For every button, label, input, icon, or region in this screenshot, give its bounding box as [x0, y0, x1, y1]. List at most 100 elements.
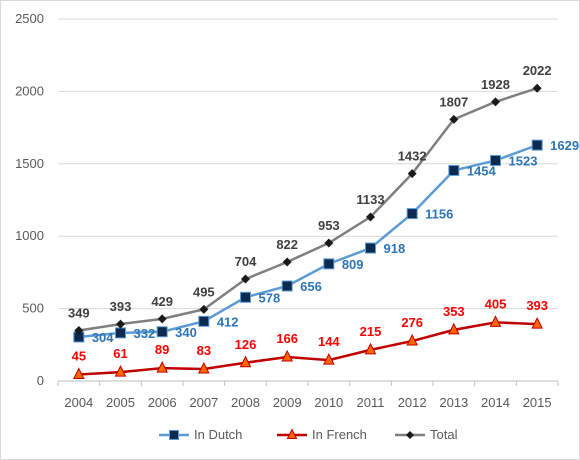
x-tick-label-2010: 2010 [314, 395, 343, 410]
data-label-in-french-2009: 166 [276, 331, 298, 346]
data-point-total-2013 [449, 114, 459, 124]
data-label-in-dutch-2006: 340 [175, 325, 197, 340]
data-point-in-french-2015 [531, 316, 543, 329]
data-point-in-french-2006 [156, 360, 168, 373]
y-tick-label-2000: 2000 [15, 83, 44, 98]
series-line-in-french [78, 321, 538, 376]
data-label-in-dutch-2013: 1454 [467, 163, 497, 178]
legend: In Dutch In French Total [159, 427, 458, 442]
legend-label-in-dutch: In Dutch [194, 427, 242, 442]
data-label-in-french-2005: 61 [113, 346, 127, 361]
data-label-total-2008: 704 [235, 254, 257, 269]
data-point-in-french-2005 [114, 365, 127, 377]
data-point-in-french-2011 [364, 342, 377, 355]
data-label-total-2011: 1133 [356, 192, 384, 207]
data-label-in-french-2004: 45 [72, 348, 86, 363]
data-label-in-dutch-2007: 412 [217, 314, 239, 329]
data-point-in-dutch-2015 [531, 139, 543, 151]
data-point-total-2005 [116, 319, 125, 329]
legend-marker-total [406, 431, 414, 439]
data-label-in-dutch-2012: 1156 [425, 207, 453, 222]
data-point-total-2012 [407, 169, 417, 179]
data-point-total-2004 [74, 325, 84, 335]
data-label-total-2015: 2022 [523, 63, 552, 78]
axes: 0 500 1000 1500 2000 2500 2004 2005 2006 2007 2008… [15, 11, 559, 410]
x-tick-label-2005: 2005 [106, 395, 135, 410]
data-label-in-french-2011: 215 [360, 324, 382, 339]
data-point-in-dutch-2007 [198, 315, 210, 327]
data-point-in-french-2004 [73, 367, 85, 379]
data-point-in-dutch-2014 [490, 154, 501, 166]
x-tick-label-2015: 2015 [523, 395, 552, 410]
data-point-in-dutch-2008 [240, 291, 251, 303]
data-label-in-dutch-2005: 332 [134, 326, 156, 341]
data-label-in-french-2008: 126 [235, 337, 257, 352]
data-point-total-2014 [491, 97, 500, 107]
y-tick-label-2500: 2500 [15, 11, 44, 26]
data-point-total-2009 [282, 257, 292, 267]
data-point-in-dutch-2006 [156, 326, 168, 338]
y-tick-label-500: 500 [22, 301, 44, 316]
data-label-total-2005: 393 [110, 299, 132, 314]
data-label-total-2012: 1432 [398, 149, 427, 164]
x-tick-label-2009: 2009 [273, 395, 302, 410]
data-label-total-2013: 1807 [439, 94, 468, 109]
data-point-in-french-2014 [489, 315, 502, 327]
data-label-total-2004: 349 [68, 305, 90, 320]
data-label-in-french-2006: 89 [155, 342, 169, 357]
data-point-in-french-2009 [281, 349, 293, 362]
data-point-total-2010 [324, 238, 334, 248]
data-label-in-french-2007: 83 [197, 343, 211, 358]
data-label-in-dutch-2014: 1523 [509, 153, 538, 168]
x-tick-label-2014: 2014 [481, 395, 510, 410]
data-point-total-2007 [199, 304, 209, 314]
legend-marker-in-dutch [169, 430, 179, 440]
legend-label-in-french: In French [312, 427, 367, 442]
data-label-total-2010: 953 [318, 218, 340, 233]
x-tick-label-2008: 2008 [231, 395, 260, 410]
series-lines [73, 83, 543, 379]
gridlines [58, 18, 558, 310]
data-labels: 304 332 340 412 578 656 809 918 1156 1454 1523 1629… [68, 63, 579, 363]
x-tick-label-2007: 2007 [189, 395, 218, 410]
legend-item-total: Total [395, 427, 458, 442]
data-label-total-2009: 822 [276, 237, 298, 252]
data-point-in-french-2012 [406, 333, 418, 346]
data-point-in-french-2008 [239, 355, 252, 368]
data-label-in-french-2010: 144 [318, 334, 340, 349]
data-point-in-dutch-2009 [281, 280, 293, 292]
data-label-total-2007: 495 [193, 284, 215, 299]
data-point-total-2006 [157, 314, 167, 324]
y-tick-label-1000: 1000 [15, 228, 44, 243]
data-point-in-french-2010 [323, 353, 335, 365]
data-point-total-2008 [241, 274, 250, 284]
data-point-in-dutch-2010 [323, 258, 335, 270]
legend-marker-in-french [286, 428, 298, 439]
data-label-in-french-2013: 353 [443, 304, 465, 319]
data-label-total-2014: 1928 [481, 77, 510, 92]
data-point-in-french-2013 [448, 322, 460, 335]
y-tick-label-1500: 1500 [15, 156, 44, 171]
data-label-in-french-2015: 393 [526, 298, 548, 313]
data-point-in-dutch-2005 [115, 327, 126, 339]
data-label-in-dutch-2008: 578 [259, 290, 281, 305]
data-label-in-dutch-2015: 1629 [550, 138, 579, 153]
y-tick-label-0: 0 [37, 373, 44, 388]
data-label-in-french-2014: 405 [485, 296, 507, 311]
legend-label-total: Total [430, 427, 458, 442]
x-tick-label-2013: 2013 [439, 395, 468, 410]
data-point-total-2011 [366, 212, 375, 222]
data-label-in-dutch-2004: 304 [92, 330, 114, 345]
data-point-in-dutch-2012 [406, 208, 418, 220]
data-point-in-french-2007 [198, 361, 210, 374]
x-tick-label-2011: 2011 [357, 395, 385, 410]
data-label-in-dutch-2010: 809 [342, 257, 364, 272]
data-label-total-2006: 429 [151, 294, 173, 309]
x-tick-label-2012: 2012 [398, 395, 427, 410]
legend-item-in-dutch: In Dutch [159, 427, 242, 442]
series-line-total [78, 87, 538, 332]
data-label-in-dutch-2009: 656 [300, 279, 322, 294]
x-tick-label-2004: 2004 [64, 395, 93, 410]
series-line-in-dutch [78, 143, 538, 339]
